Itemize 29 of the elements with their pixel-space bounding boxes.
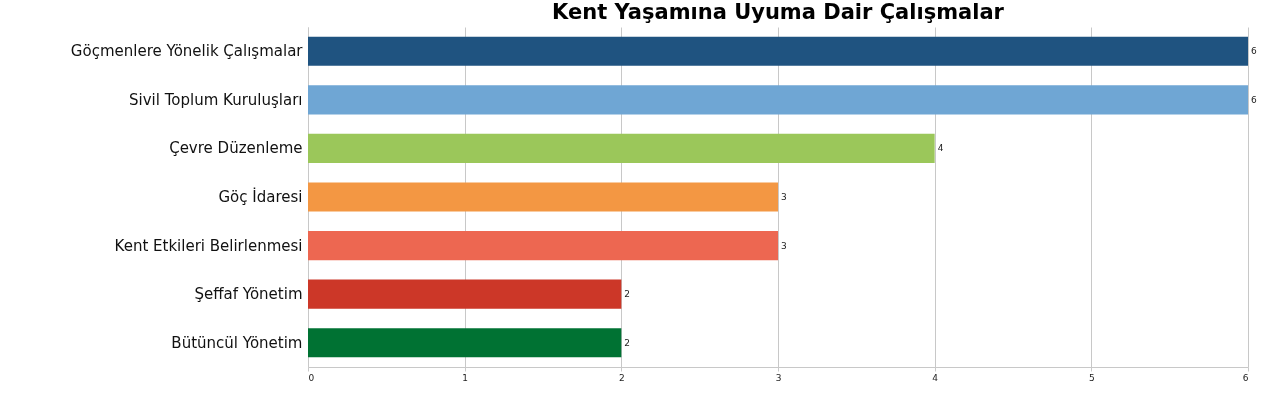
y-tick-label: Kent Etkileri Belirlenmesi: [114, 236, 303, 255]
data-label: 3: [781, 240, 787, 251]
y-tick-label: Şeffaf Yönetim: [194, 285, 303, 304]
data-label: 6: [1251, 94, 1257, 105]
x-tick-label: 3: [775, 372, 782, 383]
y-tick-label: Göçmenlere Yönelik Çalışmalar: [70, 42, 304, 61]
data-label: 6: [1251, 46, 1257, 57]
y-tick-label: Sivil Toplum Kuruluşları: [129, 90, 303, 109]
chart-title: Kent Yaşamına Uyuma Dair Çalışmalar: [552, 0, 1005, 24]
bar: [308, 182, 778, 212]
y-tick-label: Bütüncül Yönetim: [171, 333, 303, 352]
data-label: 2: [624, 337, 631, 348]
x-tick-label: 0: [308, 372, 315, 383]
bar: [308, 328, 622, 358]
bar: [308, 231, 778, 261]
bar: [308, 36, 1248, 66]
x-tick-label: 1: [462, 372, 469, 383]
x-tick-label: 2: [618, 372, 625, 383]
data-label: 2: [624, 289, 631, 300]
bar: [308, 133, 935, 163]
x-tick-label: 6: [1242, 372, 1249, 383]
y-tick-label: Çevre Düzenleme: [169, 139, 303, 158]
data-label: 4: [937, 143, 944, 154]
bar: [308, 279, 622, 309]
x-tick-label: 5: [1088, 372, 1095, 383]
y-tick-label: Göç İdaresi: [218, 187, 303, 206]
data-label: 3: [781, 192, 787, 202]
x-tick-label: 4: [932, 372, 939, 383]
bar: [308, 85, 1248, 115]
